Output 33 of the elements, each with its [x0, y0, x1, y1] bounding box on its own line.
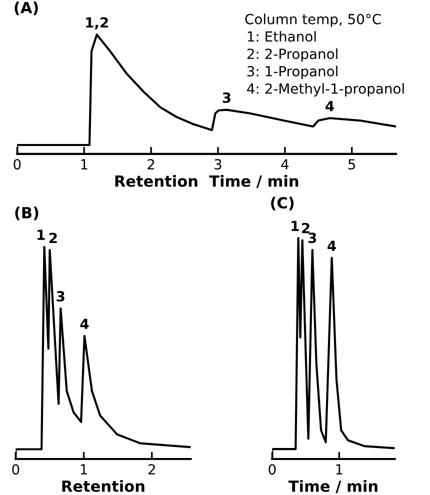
text: Column temp, 50°C [245, 14, 381, 28]
x-tick-label: 1 [80, 464, 87, 474]
x-tick-label: 1 [81, 159, 88, 170]
chart-title: (C) [271, 196, 294, 210]
chart-title: (B) [15, 206, 38, 220]
x-tick-label: 1 [336, 464, 342, 474]
annotation: 1: Ethanol [248, 30, 316, 42]
annotation: 2 [49, 232, 57, 243]
annotation: 4 [328, 240, 336, 251]
annotation: 2 [302, 222, 310, 234]
x-axis-title: Time / min [288, 480, 378, 494]
x-tick-label: 4 [281, 159, 289, 170]
x-tick-label: 0 [14, 159, 21, 170]
annotation: 3 [56, 291, 64, 302]
annotation: 4 [326, 100, 334, 112]
x-tick-label: 0 [12, 464, 20, 475]
annotation: 4: 2-Methyl-1-propanol [247, 83, 404, 97]
x-axis-title: Retention [62, 480, 144, 492]
chart-title: (A) [14, 2, 38, 16]
annotation: 3 [222, 92, 230, 103]
annotation: 1,2 [86, 17, 108, 30]
annotation: 2: 2-Propanol [247, 48, 338, 62]
annotation: 3: 1-Propanol [247, 66, 338, 80]
x-tick-label: 2 [148, 159, 154, 170]
x-tick-label: 5 [348, 159, 356, 170]
annotation: 4 [80, 318, 89, 329]
x-tick-label: 0 [268, 464, 276, 475]
annotation: 1 [292, 220, 299, 231]
annotation: 3 [308, 232, 316, 244]
x-tick-label: 2 [148, 464, 155, 474]
x-axis-title: Retention Time / min [115, 175, 298, 188]
x-tick-label: 3 [214, 159, 222, 170]
annotation: 1 [38, 230, 45, 240]
